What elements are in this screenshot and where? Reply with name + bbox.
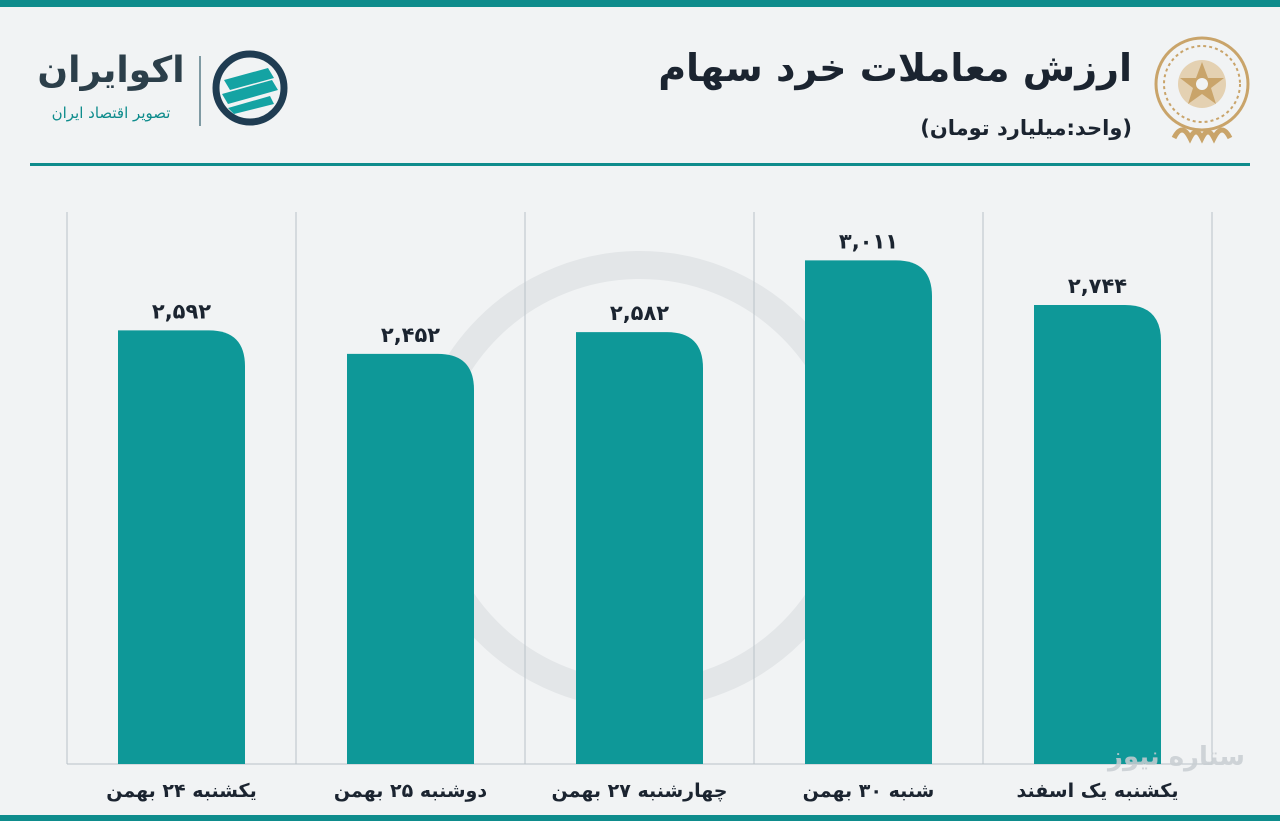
bar-2 [347, 353, 474, 764]
watermark-text: ستاره نیوز [1108, 742, 1245, 772]
header-divider [30, 163, 1250, 166]
x-tick-label-2: دوشنبه ۲۵ بهمن [334, 780, 487, 802]
data-label-1: ۲,۵۹۲ [152, 299, 211, 323]
top-accent-strip [0, 0, 1280, 7]
x-tick-label-5: یکشنبه یک اسفند [1017, 780, 1179, 802]
bar-1 [118, 330, 245, 764]
exchange-emblem-icon [1154, 36, 1250, 144]
data-label-2: ۲,۴۵۲ [381, 323, 440, 347]
x-tick-label-4: شنبه ۳۰ بهمن [803, 780, 935, 802]
chart-title: ارزش معاملات خرد سهام [658, 46, 1132, 90]
brand-tagline: تصویر اقتصاد ایران [51, 104, 171, 122]
bar-5 [1034, 305, 1161, 764]
brand-name: اکوایران [37, 50, 185, 91]
data-label-4: ۳,۰۱۱ [839, 229, 898, 253]
chart-subtitle: (واحد:میلیارد تومان) [920, 116, 1132, 140]
data-label-3: ۲,۵۸۲ [610, 301, 669, 325]
data-label-5: ۲,۷۴۴ [1068, 274, 1127, 298]
x-tick-label-1: یکشنبه ۲۴ بهمن [106, 780, 257, 802]
brand-logo-icon [212, 50, 288, 126]
brand-divider [199, 56, 201, 126]
bar-3 [576, 332, 703, 764]
bottom-accent-strip [0, 815, 1280, 821]
x-tick-label-3: چهارشنبه ۲۷ بهمن [552, 780, 728, 802]
bar-4 [805, 260, 932, 764]
